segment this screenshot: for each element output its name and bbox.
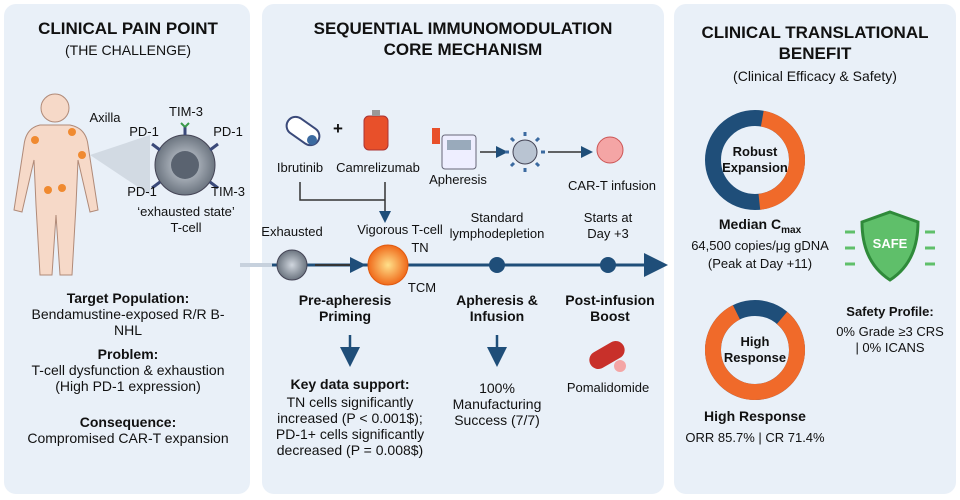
drug-label: Camrelizumab [336, 160, 420, 175]
heading-sub: max [781, 224, 802, 236]
heading: Median Cmax [685, 216, 835, 239]
stage: Apheresis & Infusion [456, 292, 538, 324]
human-figure [13, 93, 99, 276]
infusion-cell [596, 136, 624, 164]
label: Pomalidomide [566, 380, 650, 395]
cell-label: ‘exhausted state’ T-cell [137, 204, 235, 235]
heading: Consequence: [79, 414, 177, 430]
heading-main: Median C [718, 216, 782, 232]
panel-title: CLINICAL TRANSLATIONAL BENEFIT [701, 23, 929, 63]
heading: High Response [704, 408, 806, 424]
text: Compromised CAR-T expansion [27, 430, 229, 446]
plus: + [333, 119, 343, 138]
text: 100% Manufacturing Success (7/7) [452, 380, 542, 428]
label: Standard lymphodepletion [449, 210, 545, 241]
vigorous-node [367, 244, 409, 286]
timeline-node [600, 257, 616, 273]
label: PD-1 [213, 124, 243, 139]
text: 64,500 copies/μg gDNA [691, 238, 829, 253]
heading: Safety Profile: [846, 304, 934, 319]
text: Bendamustine-exposed R/R B-NHL [31, 306, 225, 338]
panel-bg [262, 4, 664, 494]
exhausted-node [276, 249, 308, 281]
panel-title: CLINICAL PAIN POINT [38, 19, 218, 38]
timeline-node [489, 257, 505, 273]
panel-subtitle: (THE CHALLENGE) [64, 42, 192, 58]
response-donut [705, 300, 805, 401]
label: PD-1 [127, 184, 157, 199]
expansion-donut [705, 110, 805, 210]
camrelizumab-bag [363, 110, 389, 151]
text: (Peak at Day +11) [707, 256, 813, 271]
label: PD-1 [129, 124, 159, 139]
label: Exhausted [261, 224, 323, 239]
label: TIM-3 [211, 184, 245, 199]
text: 0% Grade ≥3 CRS | 0% ICANS [836, 324, 944, 355]
stage: Pre-apheresis Priming [298, 292, 392, 324]
label: CAR-T infusion [568, 178, 656, 193]
donut-label: Robust Expansion [722, 144, 788, 175]
drug-bracket [299, 182, 385, 220]
badge: SAFE [872, 236, 908, 251]
label: Starts at Day +3 [583, 210, 633, 241]
text: ORR 85.7% | CR 71.4% [685, 430, 825, 445]
heading: Target Population: [66, 290, 190, 306]
ibrutinib-pill [285, 115, 321, 147]
donut-label: High Response [723, 334, 787, 365]
zoom-cone [90, 135, 150, 195]
car-t-cell [505, 132, 545, 172]
text: T-cell dysfunction & exhaustion (High PD… [31, 362, 225, 394]
safe-shield [845, 210, 935, 282]
heading: Problem: [97, 346, 159, 362]
text: TN cells significantly increased (P < 0.… [275, 394, 425, 458]
label: TCM [407, 280, 437, 295]
drug-label: Ibrutinib [276, 160, 324, 175]
pomalidomide-pill [589, 341, 626, 372]
label: Vigorous T-cell [357, 222, 443, 237]
heading: Key data support: [290, 376, 410, 392]
label: Apheresis [429, 172, 487, 187]
label: TIM-3 [169, 104, 203, 119]
stage: Post-infusion Boost [565, 292, 655, 324]
exhausted-cell [151, 122, 219, 196]
panel-subtitle: (Clinical Efficacy & Safety) [733, 68, 897, 84]
tumor-sites [31, 128, 86, 194]
label: Axilla [89, 110, 121, 125]
panel-title: SEQUENTIAL IMMUNOMODULATION CORE MECHANI… [313, 19, 613, 59]
apheresis-machine [432, 128, 477, 170]
label: TN [411, 240, 429, 255]
